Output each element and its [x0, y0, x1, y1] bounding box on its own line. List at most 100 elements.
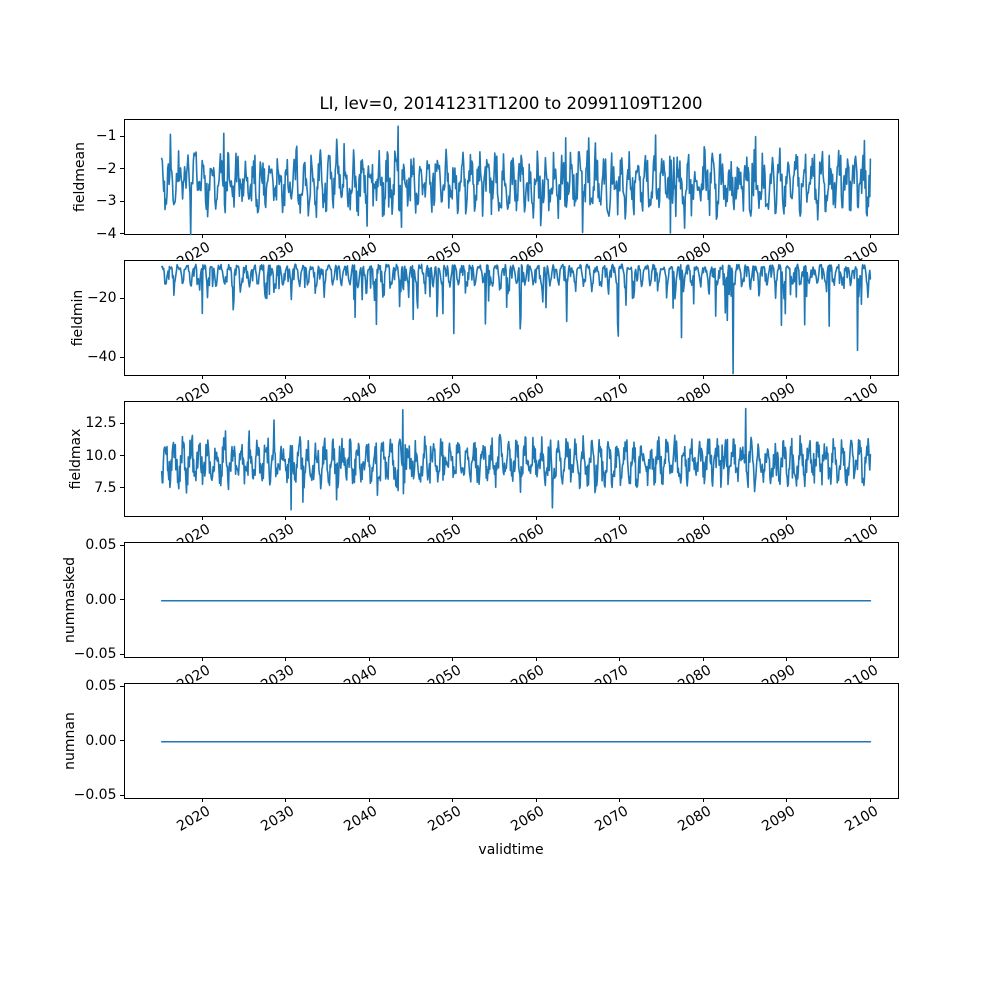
- y-tick-label: −4: [95, 225, 117, 242]
- x-tick: [285, 657, 286, 661]
- axes-fieldmean: [123, 119, 899, 236]
- x-tick: [285, 798, 286, 802]
- chart-title: LI, lev=0, 20141231T1200 to 20991109T120…: [319, 94, 703, 113]
- y-tick: [120, 135, 124, 137]
- y-tick-label: 0.00: [85, 591, 117, 608]
- x-tick: [702, 234, 704, 238]
- x-tick: [619, 798, 621, 802]
- x-tick: [368, 657, 370, 661]
- y-axis-label-fieldmax: fieldmax: [68, 428, 84, 490]
- y-tick-label: −0.05: [73, 787, 117, 804]
- x-tick: [452, 657, 454, 661]
- x-tick: [452, 375, 454, 379]
- x-tick: [702, 375, 704, 379]
- x-tick: [619, 375, 621, 379]
- x-tick: [702, 516, 704, 520]
- y-tick: [120, 599, 124, 601]
- y-axis-label-nummasked: nummasked: [62, 556, 78, 643]
- x-tick: [619, 516, 621, 520]
- x-tick: [702, 798, 704, 802]
- x-tick: [201, 798, 203, 802]
- x-tick: [285, 516, 286, 520]
- x-tick: [619, 657, 621, 661]
- x-tick: [452, 798, 454, 802]
- y-axis-label-fieldmean: fieldmean: [72, 141, 88, 212]
- y-tick-label: 0.05: [85, 678, 117, 695]
- y-tick: [120, 422, 124, 424]
- axes-numnan: [123, 683, 899, 799]
- y-tick: [120, 297, 124, 299]
- x-tick: [452, 516, 454, 520]
- x-tick: [285, 234, 286, 238]
- x-tick: [368, 516, 370, 520]
- x-tick-label: 2040: [341, 802, 381, 835]
- x-tick-label: 2050: [425, 802, 465, 835]
- y-tick: [120, 168, 124, 170]
- y-tick: [120, 455, 124, 456]
- x-tick-label: 2020: [174, 802, 214, 835]
- x-tick: [786, 375, 788, 379]
- x-tick: [535, 798, 537, 802]
- x-tick: [535, 375, 537, 379]
- series-line-fieldmin: [160, 263, 871, 375]
- x-tick: [535, 657, 537, 661]
- x-tick-label: 2090: [759, 802, 799, 835]
- axes-fieldmax: [123, 401, 899, 517]
- x-tick: [619, 234, 621, 238]
- y-tick-label: 0.05: [85, 537, 117, 554]
- y-tick: [120, 653, 124, 655]
- y-tick: [120, 685, 124, 687]
- x-tick: [201, 657, 203, 661]
- y-axis-label-numnan: numnan: [62, 711, 78, 770]
- x-tick-label: 2070: [592, 802, 632, 835]
- x-tick: [201, 234, 203, 238]
- y-tick-label: −1: [95, 128, 117, 145]
- y-tick-label: 7.5: [94, 479, 117, 496]
- y-tick-label: −20: [86, 290, 117, 307]
- x-tick: [368, 375, 370, 379]
- x-tick-label: 2030: [258, 802, 298, 835]
- x-tick: [702, 657, 704, 661]
- axes-fieldmin: [123, 260, 899, 376]
- x-tick: [869, 798, 871, 802]
- x-tick: [869, 516, 871, 520]
- x-tick: [201, 516, 203, 520]
- x-tick: [452, 234, 454, 238]
- x-tick-label: 2080: [675, 802, 715, 835]
- y-axis-label-fieldmin: fieldmin: [70, 289, 86, 347]
- x-tick-label: 2100: [842, 802, 882, 835]
- x-axis-label: validtime: [478, 842, 544, 858]
- x-tick: [368, 234, 370, 238]
- y-tick: [120, 740, 124, 742]
- y-tick-label: 0.00: [85, 732, 117, 749]
- x-tick: [869, 234, 871, 238]
- x-tick: [535, 234, 537, 238]
- y-tick: [120, 794, 124, 796]
- y-tick: [120, 356, 124, 358]
- x-tick: [786, 798, 788, 802]
- x-tick: [786, 657, 788, 661]
- x-tick-label: 2060: [508, 802, 548, 835]
- y-tick-label: −2: [95, 160, 117, 177]
- y-tick-label: −40: [86, 349, 117, 366]
- y-tick: [120, 487, 124, 489]
- x-tick: [869, 657, 871, 661]
- axes-nummasked: [123, 542, 899, 658]
- series-line-fieldmean: [160, 125, 871, 236]
- y-tick-label: 10.0: [85, 447, 117, 464]
- x-tick: [285, 375, 286, 379]
- x-tick: [368, 798, 370, 802]
- x-tick: [535, 516, 537, 520]
- y-tick: [120, 544, 124, 546]
- y-tick-label: 12.5: [85, 415, 117, 432]
- y-tick-label: −0.05: [73, 646, 117, 663]
- x-tick: [786, 234, 788, 238]
- y-tick-label: −3: [95, 193, 117, 210]
- x-tick: [786, 516, 788, 520]
- y-tick: [120, 200, 124, 202]
- y-tick: [120, 233, 124, 235]
- series-line-fieldmax: [160, 407, 871, 511]
- x-tick: [869, 375, 871, 379]
- x-tick: [201, 375, 203, 379]
